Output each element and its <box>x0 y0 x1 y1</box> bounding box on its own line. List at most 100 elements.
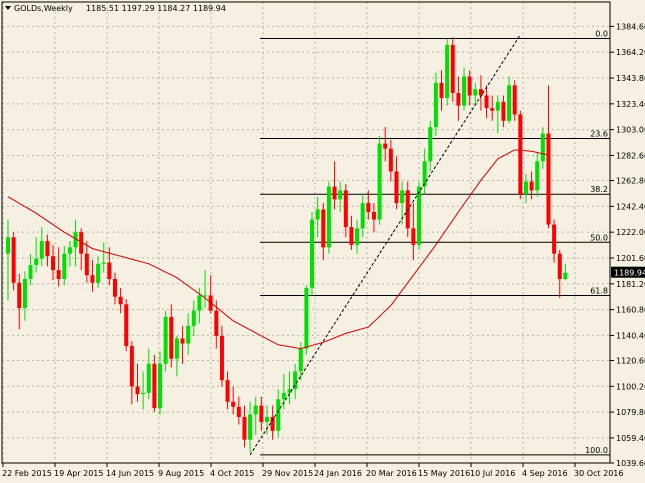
candle <box>259 396 264 431</box>
dropdown-arrow-icon[interactable] <box>5 6 11 10</box>
candle <box>529 171 534 200</box>
candle-body <box>79 232 84 254</box>
candle <box>6 219 10 301</box>
candle <box>45 234 50 267</box>
candle-body <box>186 325 191 344</box>
candle <box>236 396 241 425</box>
candle-body <box>298 348 303 372</box>
time-tick-label: 14 Jun 2015 <box>106 469 154 478</box>
candle-body <box>394 171 399 204</box>
candle-body <box>39 241 44 259</box>
candle-body <box>366 203 371 212</box>
time-tick-label: 9 Aug 2015 <box>158 469 204 478</box>
price-tick-label: 1120.60 <box>616 356 645 365</box>
candle-body <box>462 76 467 106</box>
candle <box>507 76 512 124</box>
candle-body <box>411 228 416 245</box>
candle <box>546 85 551 229</box>
candle-body <box>191 310 196 326</box>
candle-body <box>67 247 72 254</box>
candle-body <box>552 224 557 254</box>
candle-body <box>501 101 506 121</box>
candle <box>310 211 315 296</box>
candle <box>349 215 354 250</box>
candle <box>270 405 275 440</box>
candle <box>338 181 343 212</box>
candle <box>146 348 151 400</box>
candle-body <box>169 316 174 359</box>
candle <box>231 386 236 415</box>
candle <box>56 247 61 287</box>
fib-level-label: 38.2 <box>590 185 608 194</box>
candle-body <box>242 416 247 440</box>
candle <box>67 241 72 267</box>
candle <box>79 228 84 271</box>
candle <box>152 354 157 412</box>
candle <box>281 373 286 410</box>
candle <box>433 72 438 136</box>
candle-body <box>28 265 33 279</box>
candle <box>495 95 500 134</box>
candle <box>141 371 146 410</box>
candle <box>124 299 129 352</box>
fib-level-label: 23.6 <box>590 130 608 139</box>
candle <box>394 156 399 210</box>
candle <box>219 325 224 387</box>
grid-lines <box>2 2 610 464</box>
price-tick-label: 1384.60 <box>616 22 645 31</box>
candle-body <box>484 95 489 109</box>
time-tick-label: 30 Oct 2016 <box>574 469 623 478</box>
candle <box>450 37 455 102</box>
candle <box>51 244 56 281</box>
price-axis: 1384.60 1364.20 1343.80 1323.40 1303.00 1282.… <box>610 22 645 468</box>
candle <box>248 401 253 453</box>
candle <box>473 82 478 106</box>
candle-body <box>276 399 281 431</box>
candle <box>343 184 348 238</box>
candle <box>101 242 106 273</box>
candle-body <box>17 282 22 309</box>
candle-body <box>236 406 241 417</box>
price-tick-label: 1242.40 <box>616 202 645 211</box>
candle-body <box>45 241 50 257</box>
candle-body <box>529 181 534 191</box>
candle-body <box>535 161 540 191</box>
fibonacci-levels: 0.0 23.6 38.2 50.0 61.8 100.0 <box>260 30 610 456</box>
candle <box>518 110 523 200</box>
chart-header: GOLDs,Weekly 1185.51 1197.29 1184.27 118… <box>5 4 226 13</box>
fib-level-label: 50.0 <box>590 233 608 242</box>
candle-body <box>343 190 348 228</box>
candle <box>462 67 467 111</box>
candle <box>512 80 517 121</box>
candle-body <box>90 275 95 283</box>
candle-body <box>174 338 179 359</box>
candle-body <box>540 133 545 162</box>
symbol-label: GOLDs,Weekly <box>14 4 73 13</box>
candle-body <box>214 310 219 336</box>
candle <box>478 75 483 111</box>
candle <box>129 341 134 405</box>
candle-body <box>478 89 483 96</box>
price-tick-label: 1140.40 <box>616 331 645 340</box>
candle-body <box>270 416 275 431</box>
candle <box>332 161 337 210</box>
price-tick-label: 1079.80 <box>616 408 645 417</box>
time-axis: 22 Feb 2015 19 Apr 2015 14 Jun 2015 9 Aug 2… <box>2 463 623 478</box>
fib-level-label: 0.0 <box>595 30 608 39</box>
candle <box>540 127 545 169</box>
candle-body <box>51 256 56 271</box>
candle-body <box>512 85 517 115</box>
candle-body <box>180 338 185 344</box>
candle-body <box>456 92 461 106</box>
time-tick-label: 29 Nov 2015 <box>262 469 313 478</box>
candle-body <box>321 209 326 248</box>
candle <box>315 196 320 238</box>
candle <box>422 148 427 195</box>
candle-body <box>422 161 427 187</box>
candle-body <box>62 253 67 279</box>
candle <box>163 310 168 372</box>
candle <box>523 173 528 204</box>
candle-body <box>231 401 236 407</box>
candle <box>62 246 67 286</box>
